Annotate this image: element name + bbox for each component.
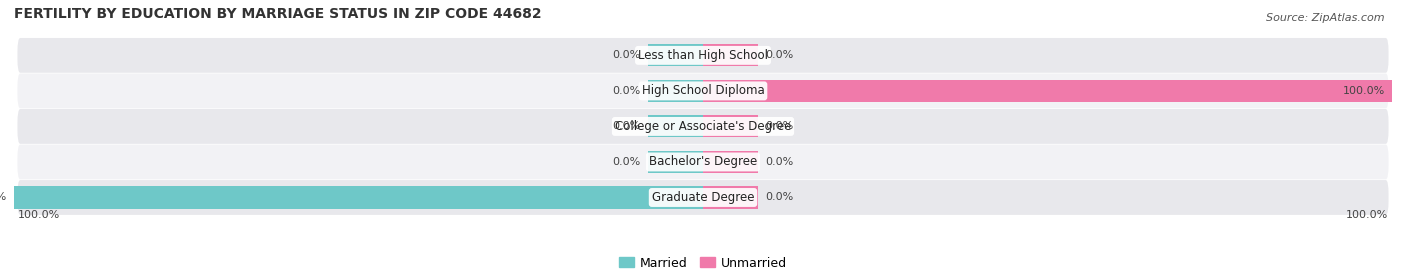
Text: 0.0%: 0.0% <box>765 193 793 203</box>
Text: 100.0%: 100.0% <box>17 210 59 220</box>
Text: 0.0%: 0.0% <box>765 50 793 60</box>
Text: College or Associate's Degree: College or Associate's Degree <box>614 120 792 133</box>
Text: Bachelor's Degree: Bachelor's Degree <box>650 155 756 168</box>
Text: 0.0%: 0.0% <box>765 157 793 167</box>
FancyBboxPatch shape <box>17 73 1389 108</box>
FancyBboxPatch shape <box>17 38 1389 73</box>
FancyBboxPatch shape <box>17 109 1389 144</box>
Bar <box>648 115 703 137</box>
Text: 0.0%: 0.0% <box>765 121 793 132</box>
Text: 100.0%: 100.0% <box>1347 210 1389 220</box>
Text: FERTILITY BY EDUCATION BY MARRIAGE STATUS IN ZIP CODE 44682: FERTILITY BY EDUCATION BY MARRIAGE STATU… <box>14 7 541 21</box>
Text: 100.0%: 100.0% <box>1343 86 1385 96</box>
Bar <box>703 115 758 137</box>
FancyBboxPatch shape <box>17 144 1389 179</box>
Text: Less than High School: Less than High School <box>638 49 768 62</box>
Bar <box>703 80 1392 102</box>
Bar <box>648 151 703 173</box>
Text: 0.0%: 0.0% <box>613 121 641 132</box>
Legend: Married, Unmarried: Married, Unmarried <box>613 252 793 269</box>
Bar <box>14 186 703 208</box>
Bar <box>703 151 758 173</box>
Bar <box>648 44 703 66</box>
FancyBboxPatch shape <box>17 180 1389 215</box>
Bar <box>648 80 703 102</box>
Bar <box>703 186 758 208</box>
Text: Source: ZipAtlas.com: Source: ZipAtlas.com <box>1267 13 1385 23</box>
Bar <box>703 44 758 66</box>
Text: Graduate Degree: Graduate Degree <box>652 191 754 204</box>
Text: 0.0%: 0.0% <box>613 86 641 96</box>
Text: 0.0%: 0.0% <box>613 50 641 60</box>
Text: 100.0%: 100.0% <box>0 193 7 203</box>
Text: 0.0%: 0.0% <box>613 157 641 167</box>
Text: High School Diploma: High School Diploma <box>641 84 765 97</box>
